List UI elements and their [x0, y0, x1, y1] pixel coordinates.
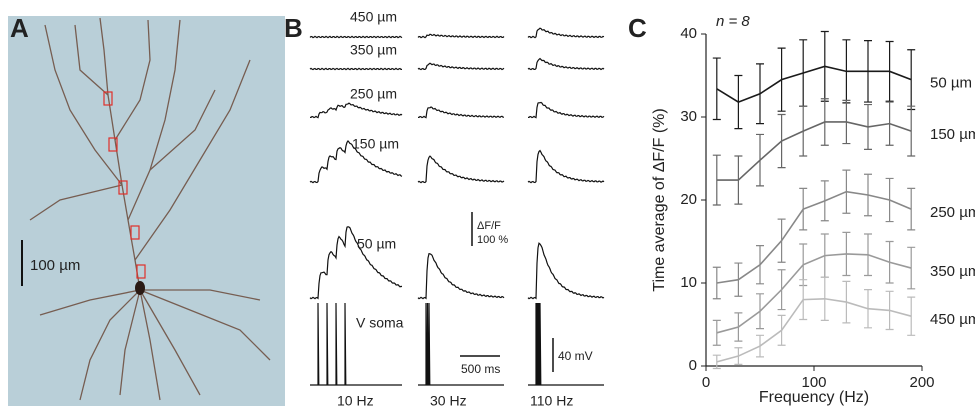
frequency-label: 110 Hz — [530, 393, 573, 409]
traces — [309, 27, 605, 386]
voltage-trace — [310, 302, 402, 386]
fluorescence-trace — [309, 140, 403, 184]
fluorescence-trace — [417, 253, 505, 300]
micrograph — [8, 16, 285, 406]
annotation: n = 8 — [716, 13, 750, 30]
series-line — [716, 253, 912, 334]
trace-label: 250 µm — [350, 86, 397, 102]
scale-label: 500 ms — [461, 362, 500, 376]
y-axis-label: Time average of ΔF/F (%) — [651, 108, 668, 291]
panel-label: C — [628, 13, 647, 43]
scale-label: 100 % — [477, 234, 508, 246]
neuron — [29, 17, 271, 401]
roi-boxes — [103, 91, 146, 279]
fluorescence-trace — [417, 155, 505, 184]
series-line — [716, 297, 912, 363]
y-tick-label: 20 — [680, 191, 697, 208]
voltage-label: V soma — [356, 315, 404, 331]
x-axis-label: Frequency (Hz) — [759, 389, 869, 406]
voltage-trace — [418, 302, 504, 386]
image-background — [8, 16, 285, 406]
series-label: 450 µm — [930, 311, 975, 328]
scale-label: ΔF/F — [477, 220, 501, 232]
trace-label: 150 µm — [352, 136, 399, 152]
fluorescence-trace — [527, 27, 605, 39]
fluorescence-trace — [418, 106, 504, 119]
fluorescence-trace — [309, 226, 403, 300]
voltage-trace — [528, 302, 604, 386]
scale-label: 100 µm — [30, 257, 80, 274]
fluorescence-trace — [310, 102, 403, 119]
fluorescence-trace — [527, 57, 605, 71]
fluorescence-trace — [309, 67, 402, 71]
fluorescence-trace — [527, 149, 605, 184]
panel-label: A — [10, 13, 29, 43]
trace-label: 50 µm — [357, 236, 396, 252]
series-label: 350 µm — [930, 263, 975, 280]
trace-label: 450 µm — [350, 9, 397, 25]
frequency-label: 30 Hz — [430, 393, 467, 409]
y-tick-label: 10 — [680, 274, 697, 291]
series-line — [716, 121, 912, 181]
y-tick-label: 0 — [689, 357, 697, 374]
panel-label: B — [284, 13, 303, 43]
fluorescence-trace — [417, 33, 505, 39]
x-tick-label: 200 — [909, 374, 934, 391]
series-label: 250 µm — [930, 204, 975, 221]
chart: 0 10 20 30 40 0 100 200 50 µm 150 µm 250 µm 350 µm 4… — [680, 25, 975, 391]
series-label: 150 µm — [930, 126, 975, 143]
trace-label: 350 µm — [350, 42, 397, 58]
series-line — [716, 65, 912, 103]
fluorescence-trace — [309, 35, 403, 39]
series-label: 50 µm — [930, 75, 972, 92]
series-line — [716, 190, 912, 284]
fluorescence-trace — [417, 62, 505, 71]
y-tick-label: 30 — [680, 108, 697, 125]
x-tick-label: 0 — [702, 374, 710, 391]
scale-label: 40 mV — [558, 349, 593, 363]
y-tick-label: 40 — [680, 25, 697, 42]
fluorescence-trace — [527, 242, 605, 300]
fluorescence-trace — [528, 101, 605, 119]
frequency-label: 10 Hz — [337, 393, 374, 409]
x-tick-label: 100 — [801, 374, 826, 391]
